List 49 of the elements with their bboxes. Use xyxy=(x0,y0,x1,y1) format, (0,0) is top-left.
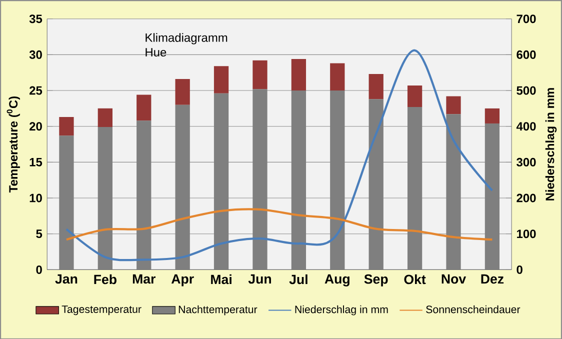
y2-tick-label: 600 xyxy=(516,50,536,59)
y-tick-label: 35 xyxy=(29,14,42,23)
x-tick-label: Dez xyxy=(481,274,504,284)
bar xyxy=(214,66,229,94)
bar xyxy=(291,58,306,90)
x-tick-label: Jun xyxy=(248,274,271,284)
bar xyxy=(368,74,384,99)
x-tick-label: Feb xyxy=(94,274,116,284)
y-tick-label: 5 xyxy=(36,229,42,238)
x-tick-label: Nov xyxy=(442,274,466,284)
bar xyxy=(175,78,190,105)
x-tick-label: Jul xyxy=(289,274,308,284)
y2-tick-label: 400 xyxy=(516,122,536,130)
legend-label: Nachttemperatur xyxy=(178,305,258,316)
y-axis-title: Temperature ($^{0}$C) xyxy=(6,96,20,192)
y2-tick-label: 100 xyxy=(517,229,536,238)
y-tick-label: 30 xyxy=(29,50,42,59)
bar xyxy=(484,108,500,124)
y-tick-label: 25 xyxy=(30,86,42,95)
x-tick-label: Okt xyxy=(404,274,426,284)
line-series xyxy=(65,208,494,240)
legend-label: Sonnenscheindauer xyxy=(426,305,520,313)
legend-label: Niederschlag in mm xyxy=(295,305,388,316)
legend-label: Tagestemperatur xyxy=(62,305,142,315)
bar xyxy=(98,108,112,127)
bar xyxy=(330,63,345,90)
bar xyxy=(407,85,422,107)
x-tick-label: Mai xyxy=(211,274,232,284)
bar xyxy=(446,96,461,114)
text: Klimadiagramm Hue xyxy=(146,32,228,56)
bar xyxy=(136,94,152,120)
y2-tick-label: 0 xyxy=(516,265,522,274)
x-tick-label: Sep xyxy=(364,274,388,286)
y2-tick-label: 300 xyxy=(516,158,536,166)
x-tick-label: Jan xyxy=(55,274,78,284)
y-tick-label: 20 xyxy=(30,122,42,130)
y2-axis-title: Niederschlag in mm xyxy=(545,88,557,200)
x-tick-label: Aug xyxy=(324,274,350,286)
bar xyxy=(252,60,268,89)
bar xyxy=(59,116,74,136)
line-series xyxy=(65,49,494,261)
y2-tick-label: 200 xyxy=(516,194,536,202)
y-tick-label: 10 xyxy=(30,194,42,202)
y2-tick-label: 500 xyxy=(516,86,536,95)
x-tick-label: Apr xyxy=(171,274,194,286)
x-tick-label: Mar xyxy=(132,274,156,284)
y2-tick-label: 700 xyxy=(516,14,536,23)
y-tick-label: 0 xyxy=(36,265,42,274)
y-tick-label: 15 xyxy=(30,158,42,166)
